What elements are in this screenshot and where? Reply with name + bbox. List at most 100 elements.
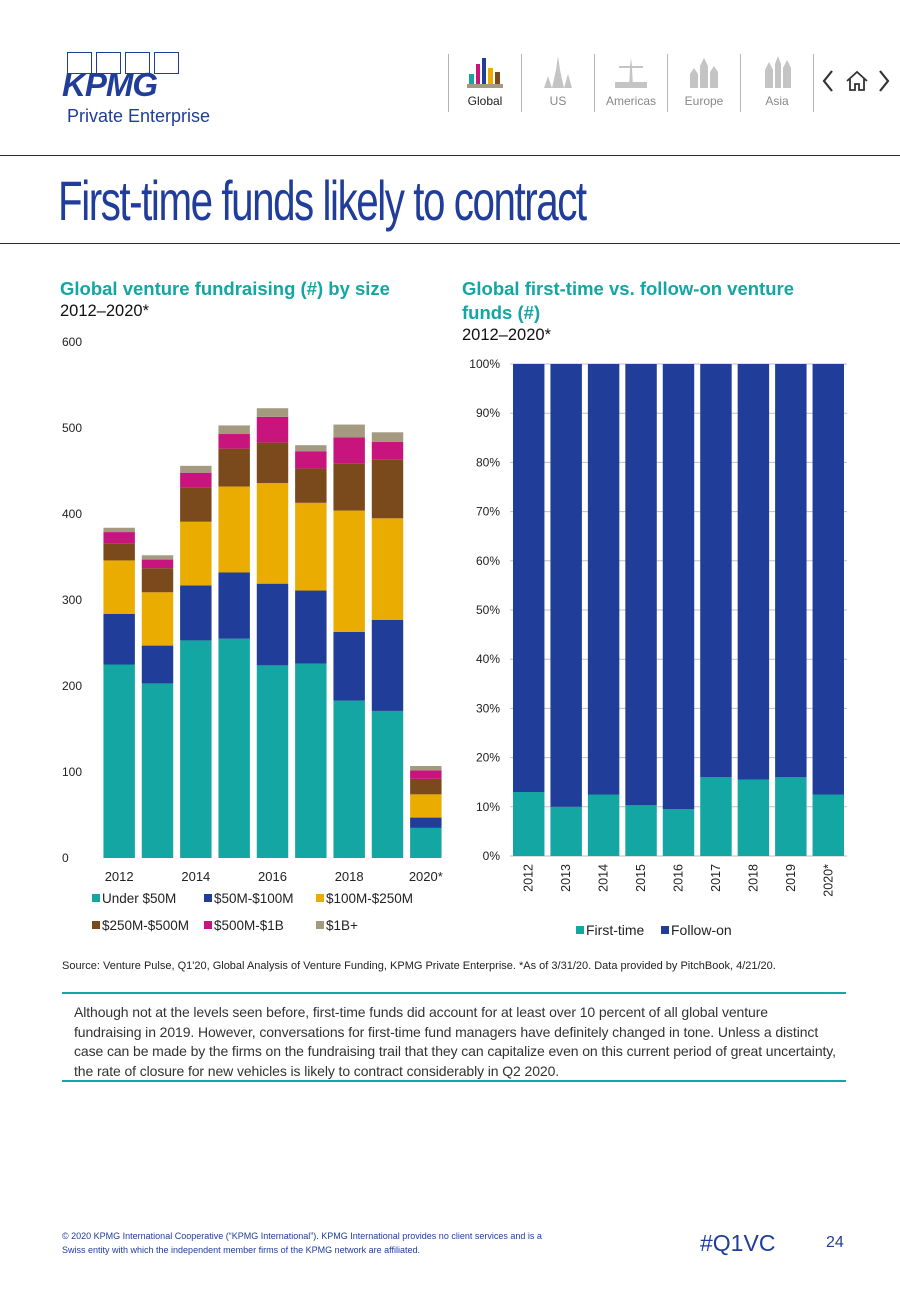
bar-segment	[333, 700, 365, 858]
bar-segment	[295, 451, 327, 469]
bar-segment	[550, 806, 582, 856]
legend-swatch	[92, 894, 100, 902]
asia-landmarks-icon	[765, 56, 791, 88]
x-tick-label: 2016	[258, 869, 287, 884]
y-tick-label: 80%	[476, 455, 500, 469]
legend-label: $250M-$500M	[102, 918, 189, 933]
bar-segment	[295, 468, 327, 503]
x-tick-label: 2018	[746, 864, 760, 892]
nav-item-europe[interactable]: Europe	[667, 54, 740, 112]
bar-segment	[256, 408, 289, 417]
y-tick-label: 70%	[476, 505, 500, 519]
bar-segment	[103, 560, 135, 614]
x-tick-label: 2012	[105, 869, 134, 884]
bar-segment	[371, 710, 404, 858]
nav-label: Global	[467, 94, 503, 108]
logo-subtitle: Private Enterprise	[67, 106, 211, 126]
y-tick-label: 60%	[476, 554, 500, 568]
bar-segment	[700, 777, 732, 856]
bar-segment	[662, 364, 695, 810]
x-tick-label: 2020*	[821, 864, 835, 897]
bar-segment	[550, 364, 582, 807]
home-icon[interactable]	[844, 68, 870, 94]
bar-segment	[410, 794, 442, 818]
y-tick-label: 400	[62, 507, 82, 521]
legend-swatch	[661, 926, 669, 934]
y-tick-label: 100	[62, 765, 82, 779]
bar-segment	[333, 463, 365, 511]
logo-boxes	[67, 52, 179, 74]
right-chart-title-line1: Global first-time vs. follow-on venture	[462, 278, 795, 299]
y-tick-label: 500	[62, 421, 82, 435]
bar-segment	[218, 572, 250, 639]
left-chart-subtitle: 2012–2020*	[60, 302, 150, 320]
x-tick-label: 2014	[181, 869, 210, 884]
bar-segment	[587, 364, 620, 795]
bar-segment	[218, 425, 250, 435]
bar-segment	[700, 364, 732, 778]
bar-segment	[371, 518, 404, 620]
bar-segment	[180, 472, 212, 488]
bar-segment	[256, 583, 289, 666]
bar-segment	[103, 527, 135, 533]
bar-segment	[333, 424, 365, 438]
page-number: 24	[826, 1234, 844, 1251]
bar-segment	[256, 665, 289, 858]
bar-segment	[295, 445, 327, 452]
copyright-note: © 2020 KPMG International Cooperative (“…	[62, 1231, 542, 1255]
legend-swatch	[92, 921, 100, 929]
x-tick-label: 2018	[335, 869, 364, 884]
bar-segment	[625, 805, 657, 856]
nav-item-us[interactable]: US	[521, 54, 594, 112]
bar-segment	[333, 510, 365, 632]
right-chart-title-line2: funds (#)	[462, 302, 541, 323]
bar-segment	[218, 486, 250, 573]
x-tick-label: 2019	[784, 864, 798, 892]
bar-segment	[180, 487, 212, 522]
page-title: First-time funds likely to contract	[58, 169, 587, 232]
bar-segment	[218, 638, 250, 858]
bar-segment	[333, 437, 365, 464]
bar-segment	[410, 778, 442, 795]
legend-label: Follow-on	[671, 922, 732, 938]
nav-item-americas[interactable]: Americas	[594, 54, 667, 112]
bar-segment	[371, 441, 404, 460]
bar-segment	[295, 663, 327, 858]
nav-item-asia[interactable]: Asia	[740, 54, 814, 112]
next-arrow-icon[interactable]	[876, 68, 892, 94]
logo-text: KPMG	[62, 66, 158, 103]
bar-segment	[812, 364, 845, 795]
legend-label: $500M-$1B	[214, 918, 284, 933]
nav-item-global[interactable]: Global	[448, 54, 521, 112]
y-tick-label: 100%	[469, 357, 500, 371]
bar-segment	[256, 416, 289, 443]
bar-segment	[256, 483, 289, 584]
bar-segment	[662, 809, 695, 856]
bar-segment	[141, 683, 174, 858]
source-note: Source: Venture Pulse, Q1'20, Global Ana…	[62, 960, 776, 972]
bar-segment	[410, 765, 442, 771]
region-nav: Global US Americas Europe Asia	[448, 54, 814, 112]
bar-segment	[103, 613, 135, 665]
x-tick-label: 2016	[672, 864, 686, 892]
americas-landmarks-icon	[615, 58, 647, 88]
legend-swatch	[576, 926, 584, 934]
legend-label: $1B+	[326, 918, 358, 933]
previous-arrow-icon[interactable]	[820, 68, 836, 94]
bar-segment	[812, 794, 845, 856]
bar-segment	[180, 521, 212, 586]
header-rule	[0, 155, 900, 156]
legend-label: First-time	[586, 922, 645, 938]
y-tick-label: 200	[62, 679, 82, 693]
legend-label: $100M-$250M	[326, 891, 413, 906]
x-tick-label: 2012	[522, 864, 536, 892]
bar-segment	[141, 555, 174, 560]
bar-segment	[256, 442, 289, 484]
bar-segment	[141, 559, 174, 569]
us-landmarks-icon	[544, 56, 572, 88]
nav-label: US	[549, 94, 567, 108]
title-rule	[0, 243, 900, 244]
nav-label: Europe	[684, 94, 724, 108]
bar-segment	[180, 585, 212, 641]
europe-landmarks-icon	[690, 58, 718, 88]
